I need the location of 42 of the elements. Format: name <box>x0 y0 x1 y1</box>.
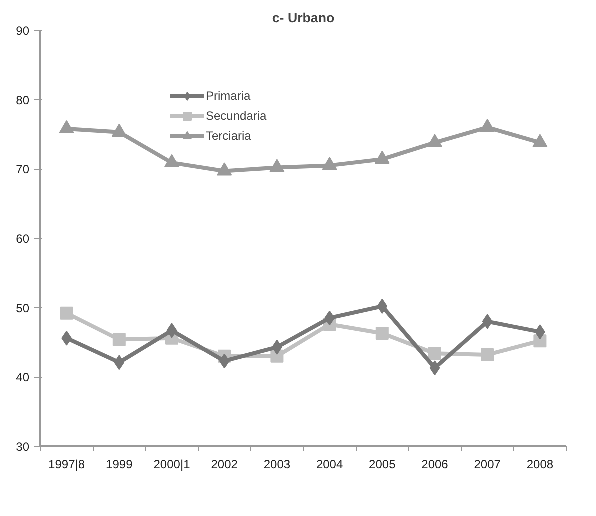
point <box>482 314 493 330</box>
x-tick-label: 2008 <box>526 458 554 472</box>
y-tick-label: 80 <box>16 93 30 108</box>
point <box>322 157 338 170</box>
point <box>217 162 232 176</box>
x-tick-label: 1999 <box>106 458 134 472</box>
legend-label: Terciaria <box>206 129 252 143</box>
y-tick-label: 30 <box>16 440 30 454</box>
y-tick-label: 70 <box>16 162 30 177</box>
point <box>166 323 178 338</box>
point <box>428 134 442 148</box>
y-tick-label: 60 <box>16 232 30 246</box>
chart-title: c- Urbano <box>272 10 335 26</box>
point <box>60 306 74 320</box>
point <box>219 354 230 369</box>
point <box>377 298 388 314</box>
y-tick-label: 50 <box>16 301 30 316</box>
point <box>164 154 180 168</box>
y-tick-label: 40 <box>16 370 30 385</box>
x-tick-label: 1997|8 <box>48 458 86 472</box>
legend-label: Primaria <box>206 89 251 103</box>
x-tick-label: 2002 <box>211 458 238 472</box>
point <box>374 150 390 164</box>
point <box>59 120 74 134</box>
point <box>481 348 494 362</box>
point <box>428 347 442 360</box>
point <box>430 360 440 376</box>
point <box>532 134 548 148</box>
point <box>270 159 285 172</box>
point <box>376 326 389 340</box>
x-tick-label: 2003 <box>264 458 291 472</box>
legend-label: Secundaria <box>206 109 267 123</box>
point <box>112 124 127 137</box>
x-tick-label: 2007 <box>474 458 502 472</box>
point <box>480 118 496 132</box>
x-tick-label: 2006 <box>422 458 449 472</box>
point <box>112 333 126 346</box>
x-tick-label: 2004 <box>316 458 344 472</box>
x-tick-label: 2005 <box>369 458 396 472</box>
y-tick-label: 90 <box>16 24 30 38</box>
point <box>114 355 125 370</box>
x-tick-label: 2000|1 <box>154 458 191 472</box>
